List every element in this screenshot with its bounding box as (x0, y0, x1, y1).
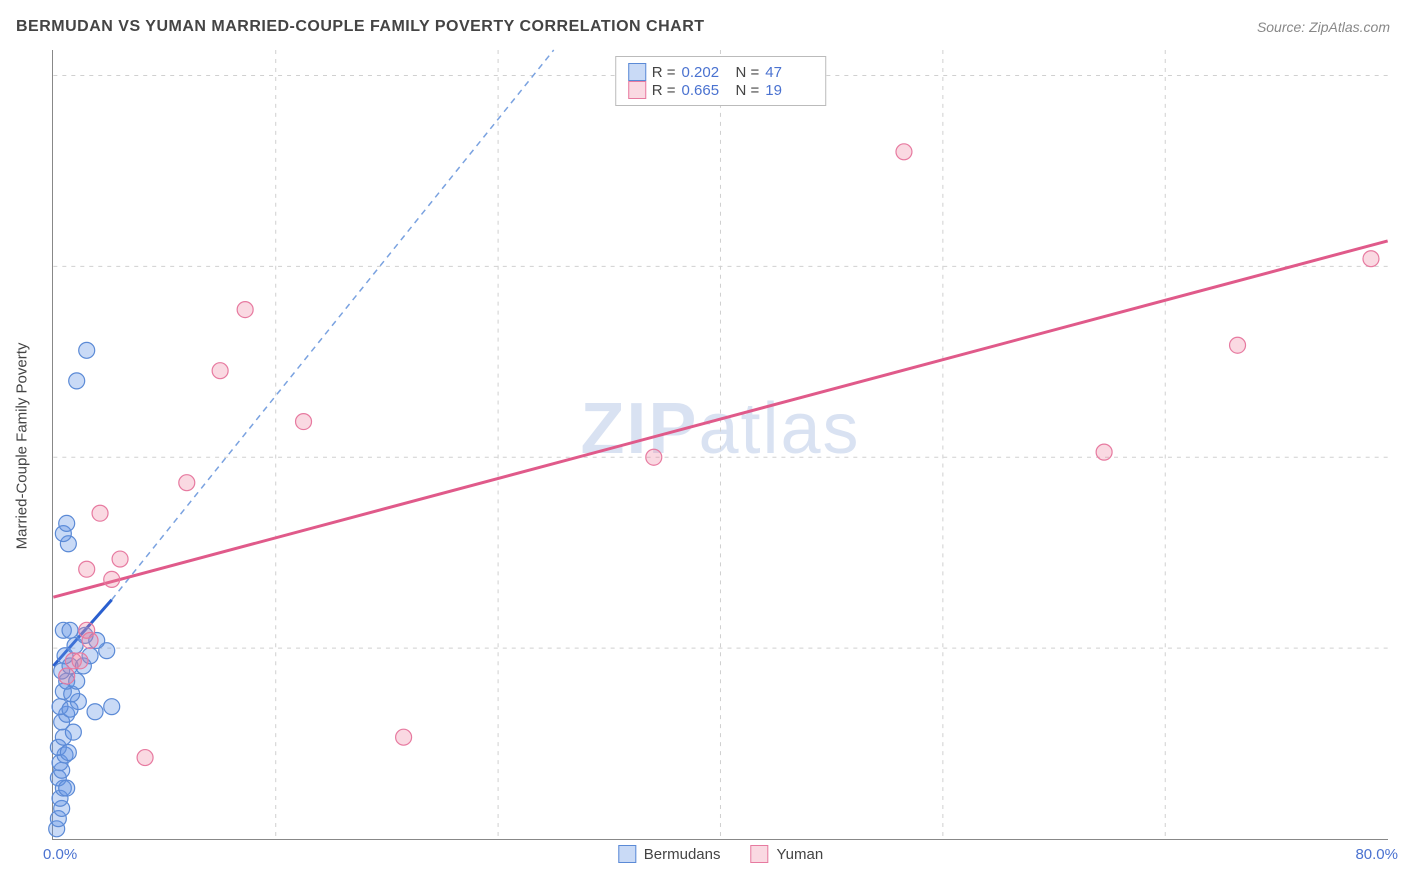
swatch-bermudans (618, 845, 636, 863)
n-label: N = (736, 64, 760, 81)
source-prefix: Source: (1257, 19, 1309, 35)
title-bar: BERMUDAN VS YUMAN MARRIED-COUPLE FAMILY … (16, 18, 1390, 36)
series-name-yuman: Yuman (777, 846, 824, 863)
swatch-bermudans (628, 63, 646, 81)
y-tick-label: 15.0% (1398, 449, 1406, 466)
source-name: ZipAtlas.com (1309, 19, 1390, 35)
x-origin-label: 0.0% (43, 846, 77, 863)
stats-row-yuman: R = 0.665 N = 19 (628, 81, 814, 99)
plot-area: ZIPatlas R = 0.202 N = 47 R = 0.665 N = … (52, 50, 1388, 840)
y-axis-label: Married-Couple Family Poverty (14, 343, 31, 550)
swatch-yuman (751, 845, 769, 863)
series-name-bermudans: Bermudans (644, 846, 721, 863)
series-legend: Bermudans Yuman (618, 845, 823, 863)
r-value-yuman: 0.665 (682, 82, 730, 99)
source-attribution: Source: ZipAtlas.com (1257, 19, 1390, 35)
r-label: R = (652, 64, 676, 81)
scatter-points-layer (53, 50, 1388, 839)
chart-container: BERMUDAN VS YUMAN MARRIED-COUPLE FAMILY … (0, 0, 1406, 892)
y-tick-label: 7.5% (1398, 640, 1406, 657)
n-label: N = (736, 82, 760, 99)
x-max-label: 80.0% (1355, 846, 1398, 863)
swatch-yuman (628, 81, 646, 99)
r-value-bermudans: 0.202 (682, 64, 730, 81)
legend-item-yuman: Yuman (751, 845, 824, 863)
n-value-bermudans: 47 (765, 64, 813, 81)
chart-title: BERMUDAN VS YUMAN MARRIED-COUPLE FAMILY … (16, 18, 705, 36)
y-tick-label: 22.5% (1398, 258, 1406, 275)
y-tick-label: 30.0% (1398, 67, 1406, 84)
stats-legend-box: R = 0.202 N = 47 R = 0.665 N = 19 (615, 56, 827, 106)
stats-row-bermudans: R = 0.202 N = 47 (628, 63, 814, 81)
legend-item-bermudans: Bermudans (618, 845, 721, 863)
n-value-yuman: 19 (765, 82, 813, 99)
r-label: R = (652, 82, 676, 99)
